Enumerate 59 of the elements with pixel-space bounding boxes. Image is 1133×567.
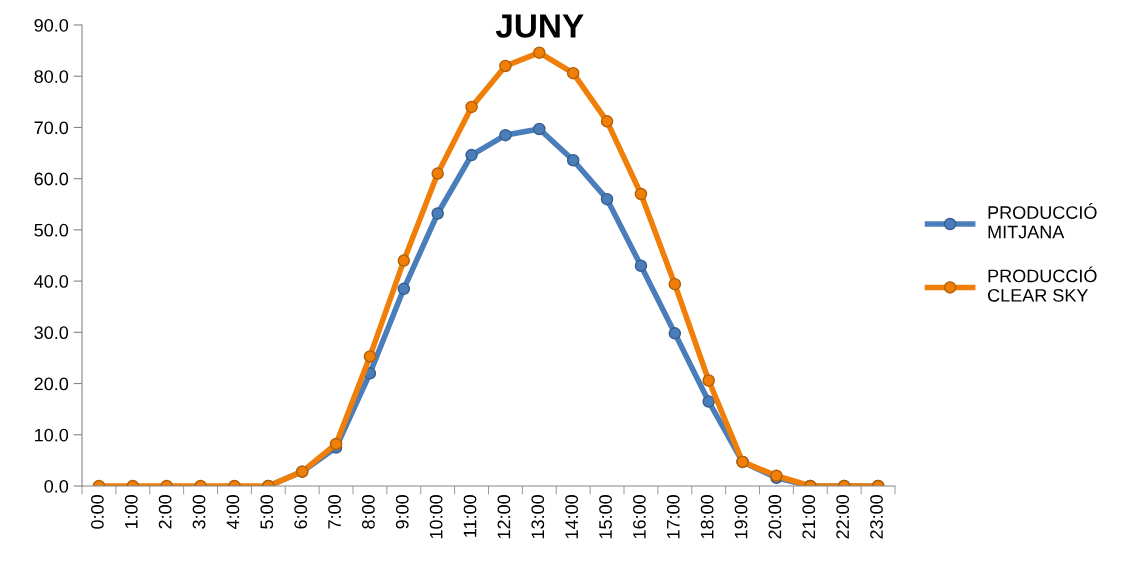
- point: [363, 350, 377, 363]
- chart-title: JUNY: [495, 14, 584, 38]
- y-tick-label: 90.0: [34, 18, 69, 32]
- x-tick-label: 8:00: [362, 495, 375, 529]
- x-tick-label: 5:00: [260, 495, 274, 529]
- point: [566, 153, 580, 167]
- x-tick-label: 0:00: [91, 495, 104, 529]
- x-tick-label: 23:00: [870, 495, 883, 539]
- point: [499, 128, 512, 142]
- point: [431, 167, 444, 180]
- point: [397, 254, 411, 267]
- y-tick-label: 0.0: [44, 479, 69, 493]
- point: [668, 327, 682, 340]
- point: [533, 122, 546, 136]
- y-tick-label: 20.0: [34, 377, 69, 391]
- y-tick-label: 60.0: [34, 172, 69, 186]
- point: [702, 374, 715, 387]
- point: [600, 115, 614, 128]
- point: [431, 207, 444, 220]
- x-tick-label: 20:00: [768, 495, 782, 539]
- point: [465, 148, 478, 162]
- x-tick-label: 11:00: [463, 495, 477, 537]
- y-tick-label: 30.0: [34, 326, 69, 340]
- x-tick-label: 21:00: [802, 495, 816, 539]
- x-tick-label: 1:00: [124, 495, 138, 529]
- x-tick-label: 3:00: [192, 495, 206, 529]
- x-tick-label: 17:00: [666, 495, 680, 539]
- x-tick-label: 18:00: [700, 495, 714, 539]
- x-tick-label: 4:00: [226, 495, 240, 530]
- point: [634, 187, 648, 201]
- x-tick-label: 6:00: [294, 495, 308, 529]
- point: [465, 100, 478, 114]
- legend-label: PRODUCCIÓ CLEAR SKY: [988, 266, 1097, 302]
- point: [499, 59, 512, 73]
- y-tick-label: 80.0: [34, 70, 69, 83]
- point: [634, 259, 648, 272]
- point: [329, 437, 343, 451]
- x-tick-label: 7:00: [328, 495, 341, 529]
- x-tick-label: 14:00: [565, 495, 579, 539]
- x-tick-label: 19:00: [734, 495, 748, 539]
- point: [533, 46, 546, 59]
- point: [600, 192, 614, 206]
- x-tick-label: 9:00: [395, 495, 409, 529]
- x-tick-label: 13:00: [531, 495, 545, 539]
- y-tick-label: 70.0: [34, 121, 69, 135]
- y-tick-label: 10.0: [35, 428, 69, 442]
- legend-label: PRODUCCIÓ MITJANA: [988, 203, 1097, 239]
- y-tick-label: 40.0: [34, 275, 69, 288]
- x-tick-label: 15:00: [599, 495, 612, 539]
- point: [668, 277, 682, 291]
- x-tick-label: 16:00: [633, 495, 646, 539]
- point: [397, 282, 411, 296]
- x-tick-label: 10:00: [429, 495, 443, 539]
- x-tick-label: 2:00: [158, 495, 172, 529]
- x-tick-label: 22:00: [836, 495, 850, 539]
- point: [566, 66, 580, 80]
- y-tick-label: 50.0: [34, 223, 69, 237]
- x-tick-label: 12:00: [497, 495, 511, 539]
- point: [702, 395, 715, 408]
